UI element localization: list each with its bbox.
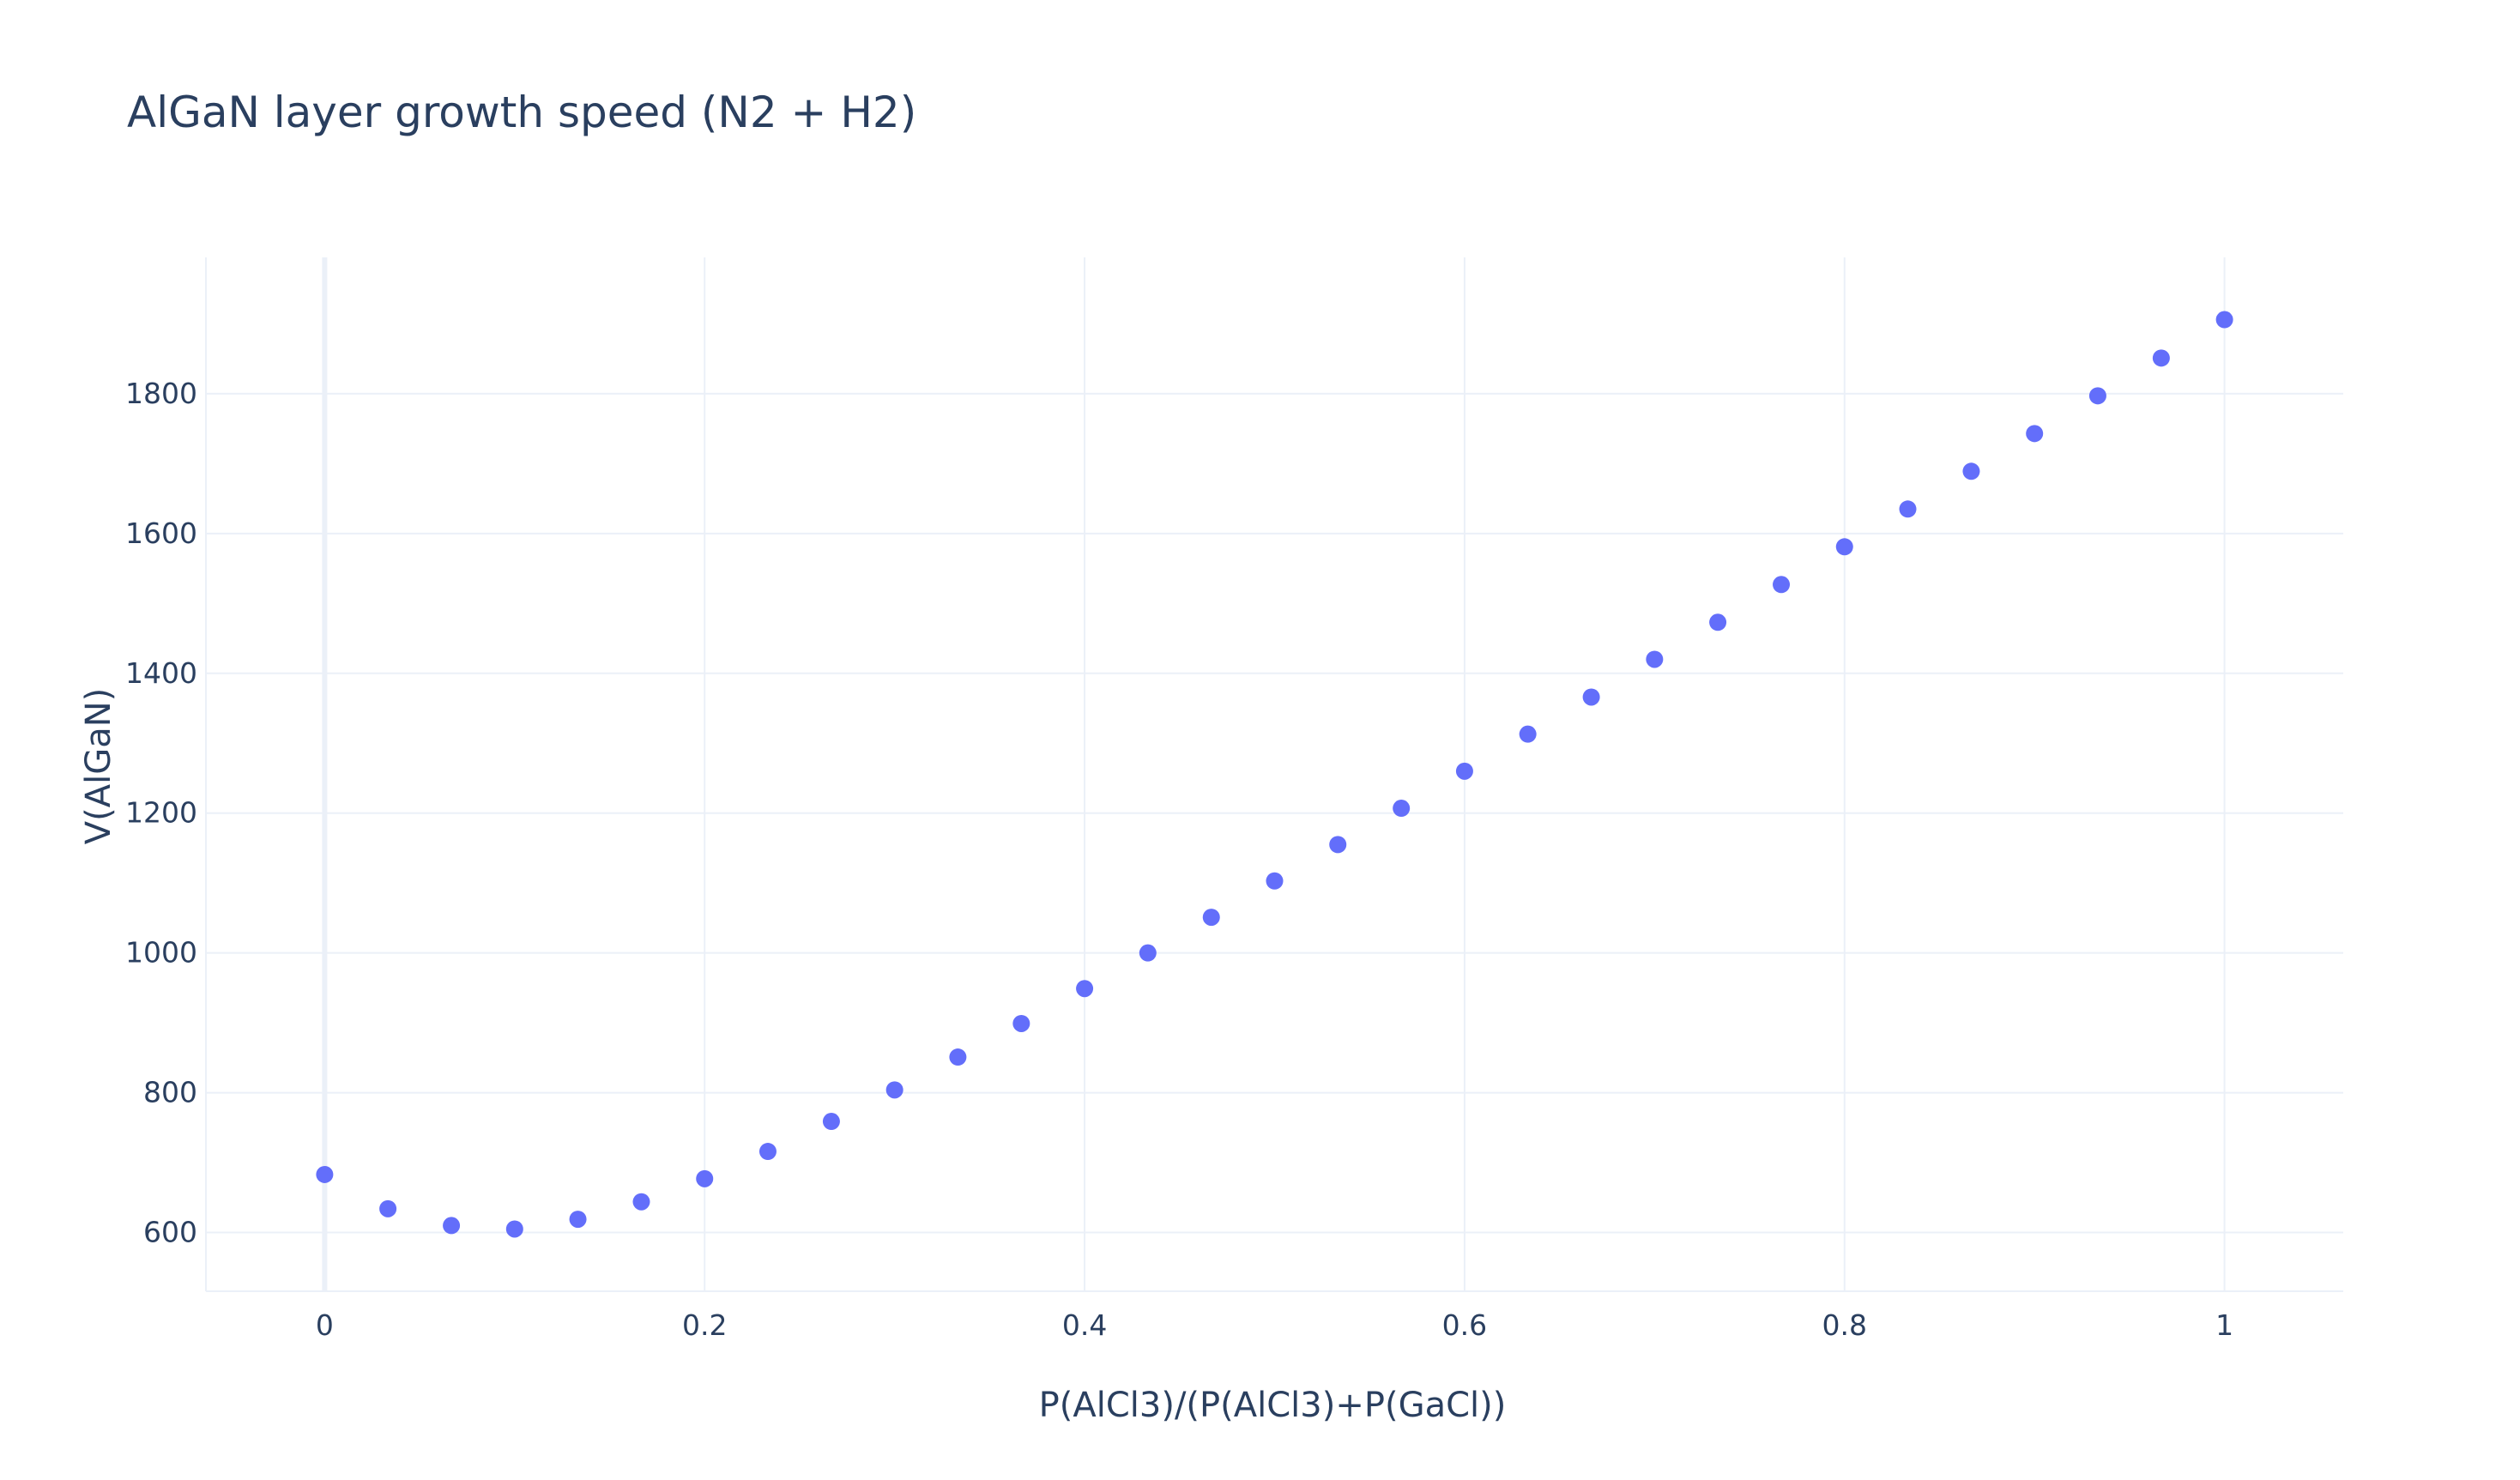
data-point xyxy=(1582,688,1600,706)
x-tick-labels: 0 0.2 0.4 0.6 0.8 1 xyxy=(316,1308,2233,1342)
x-tick-label: 0.8 xyxy=(1822,1308,1867,1342)
data-point xyxy=(758,1143,777,1161)
y-axis-title: V(AlGaN) xyxy=(79,688,118,844)
y-tick-label: 1000 xyxy=(125,936,197,970)
data-point xyxy=(1962,462,1980,480)
data-point xyxy=(2026,425,2044,443)
y-tick-label: 1200 xyxy=(125,796,197,830)
x-tick-label: 1 xyxy=(2215,1308,2233,1342)
data-point xyxy=(696,1169,714,1187)
data-point xyxy=(1709,613,1727,631)
data-point xyxy=(505,1220,523,1238)
y-gridlines xyxy=(205,257,2343,1292)
data-point xyxy=(822,1113,840,1131)
y-tick-labels: 600 800 1000 1200 1400 1600 1800 xyxy=(125,377,197,1249)
y-tick-label: 1400 xyxy=(125,656,197,690)
data-point xyxy=(1012,1014,1030,1032)
y-tick-label: 1800 xyxy=(125,377,197,410)
x-tick-label: 0.4 xyxy=(1062,1308,1107,1342)
data-point xyxy=(885,1081,903,1099)
data-point xyxy=(1455,762,1473,780)
data-point xyxy=(379,1199,397,1217)
chart-title: AlGaN layer growth speed (N2 + H2) xyxy=(127,88,916,137)
data-point xyxy=(1519,725,1537,743)
data-point xyxy=(1393,800,1411,818)
data-point xyxy=(2215,311,2233,329)
data-point xyxy=(443,1217,461,1235)
data-point xyxy=(632,1193,650,1211)
x-tick-label: 0 xyxy=(316,1308,334,1342)
data-point xyxy=(1646,650,1664,668)
data-point xyxy=(2088,387,2106,405)
data-point xyxy=(316,1165,334,1183)
data-points xyxy=(316,311,2233,1238)
data-point xyxy=(569,1211,587,1229)
y-tick-label: 1600 xyxy=(125,516,197,550)
data-point xyxy=(1266,872,1284,890)
data-point xyxy=(1076,980,1094,998)
data-point xyxy=(949,1048,967,1066)
data-point xyxy=(1835,538,1853,556)
data-point xyxy=(1773,576,1791,594)
data-point xyxy=(1139,944,1157,962)
data-point xyxy=(1899,500,1917,518)
data-point xyxy=(1202,909,1220,927)
data-point xyxy=(2152,349,2170,367)
y-tick-label: 600 xyxy=(143,1216,197,1249)
y-tick-label: 800 xyxy=(143,1076,197,1109)
data-point xyxy=(1329,836,1347,854)
x-tick-label: 0.6 xyxy=(1442,1308,1487,1342)
x-axis-title: P(AlCl3)/(P(AlCl3)+P(GaCl)) xyxy=(1039,1386,1507,1425)
x-tick-label: 0.2 xyxy=(682,1308,727,1342)
